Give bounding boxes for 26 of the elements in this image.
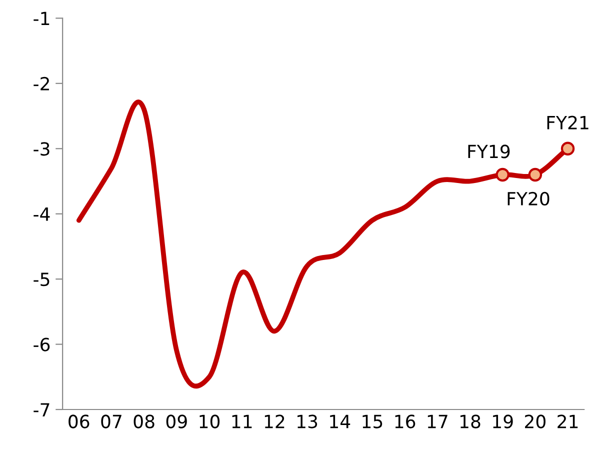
- y-tick-label: -3: [34, 142, 50, 156]
- annotation: FY20: [508, 192, 550, 206]
- x-tick-label: 07: [101, 414, 122, 428]
- y-tick-label: -7: [34, 403, 50, 416]
- x-tick-label: 09: [166, 414, 187, 428]
- x-tick-label: 21: [558, 414, 578, 428]
- x-tick-label: 19: [493, 414, 513, 428]
- x-tick-label: 20: [525, 414, 546, 428]
- y-tick-label: -2: [34, 76, 49, 90]
- x-tick-label: 12: [264, 414, 284, 428]
- x-tick-label: 17: [428, 414, 448, 428]
- y-tick-label: -4: [34, 208, 50, 221]
- x-tick-label: 14: [330, 414, 350, 428]
- y-tick-label: -5: [34, 272, 50, 286]
- x-tick-label: 08: [134, 414, 154, 428]
- x-tick-label: 06: [68, 414, 90, 428]
- x-tick-label: 11: [232, 414, 252, 428]
- x-tick-label: 10: [200, 414, 220, 428]
- x-tick-label: 13: [298, 414, 318, 428]
- x-tick-label: 15: [362, 414, 382, 428]
- annotation: FY19: [468, 144, 510, 158]
- x-tick-label: 16: [395, 414, 416, 428]
- y-tick-label: -6: [34, 338, 50, 352]
- x-tick-label: 18: [460, 414, 480, 428]
- annotation: FY21: [547, 116, 588, 130]
- y-tick-label: -1: [34, 12, 50, 26]
